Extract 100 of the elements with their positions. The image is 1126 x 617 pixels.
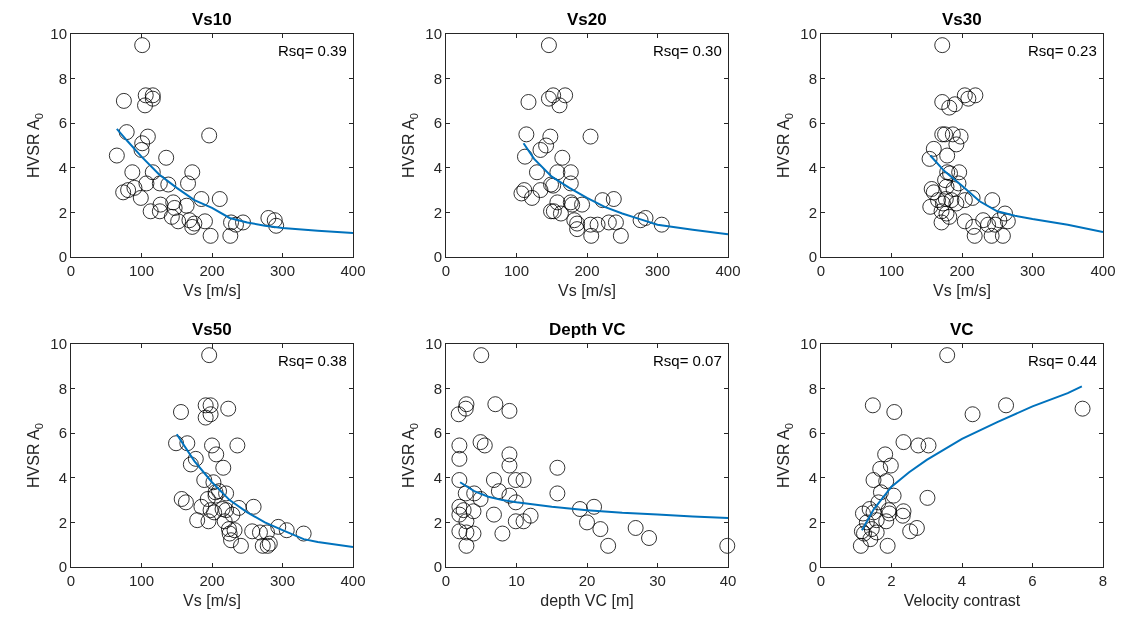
point [925,140,942,157]
y-tick-label: 4 [808,159,817,177]
point [995,227,1011,244]
point [516,182,533,198]
point [719,537,736,554]
y-tick-label: 6 [58,424,67,442]
point [938,178,955,195]
point [133,142,150,158]
point [465,503,482,520]
point [235,214,251,231]
point [939,147,956,164]
point [205,474,222,491]
point [653,216,670,233]
point [937,172,953,188]
point [202,502,219,519]
point [948,136,965,153]
point [637,210,654,226]
point [268,217,285,234]
y-tick-label: 8 [433,379,442,397]
point [885,487,902,504]
point [980,216,996,233]
y-tick-label: 10 [50,25,67,43]
point [193,191,210,207]
y-tick-label: 2 [58,513,67,531]
point [202,227,219,244]
point [852,537,869,554]
y-tick-label: 6 [58,114,67,132]
point [229,437,246,454]
point [967,87,984,104]
point [605,191,622,207]
point [180,175,196,192]
x-axis-title: Vs [m/s] [558,281,616,299]
point [549,485,566,502]
y-tick-label: 10 [800,335,817,353]
point [862,531,879,548]
point [118,124,135,141]
point [165,194,182,211]
point [278,522,295,539]
point [221,521,237,537]
point [950,175,967,192]
point [919,489,936,506]
point [592,521,609,537]
point [545,87,562,104]
point [551,97,568,114]
point [513,185,530,202]
point [855,505,871,522]
point [163,208,180,225]
point [501,446,518,463]
point [197,397,214,414]
point [943,192,960,209]
point [541,37,557,54]
chart-title: Vs30 [942,10,982,29]
point [259,524,275,541]
annotation: Rsq= 0.23 [1028,42,1097,59]
point [187,450,204,467]
point [142,203,159,220]
point [455,502,472,519]
x-tick-label: 400 [340,262,366,279]
point [933,203,950,220]
point [197,213,213,230]
point [945,181,962,197]
point [173,491,190,507]
x-tick-label: 100 [503,262,530,279]
y-tick-label: 10 [50,335,67,353]
point [518,126,535,143]
point [864,397,881,414]
point [226,522,243,539]
point [627,520,644,536]
point [458,524,475,541]
x-tick-label: 6 [1028,572,1037,589]
point [948,195,965,212]
point [600,214,617,231]
point [218,502,234,519]
point [532,182,549,198]
y-tick-label: 6 [433,114,442,132]
point [224,506,241,523]
x-axis-title: Velocity contrast [903,591,1021,609]
point [515,472,532,488]
point [184,164,201,181]
point [542,128,559,145]
point [554,149,571,166]
point [923,181,940,197]
y-tick-label: 8 [58,69,67,87]
point [476,437,493,454]
point [457,400,474,417]
point [214,501,231,517]
point [579,514,595,531]
y-tick-label: 10 [800,25,817,43]
point [451,506,468,523]
point [451,437,468,454]
y-tick-label: 2 [433,513,442,531]
point [522,507,539,524]
point [472,434,489,451]
point [233,537,249,554]
y-tick-label: 0 [808,558,817,576]
point [216,513,233,530]
point [895,503,912,520]
point [879,537,896,554]
x-axis-title: Vs [m/s] [183,281,241,299]
point [987,216,1004,233]
